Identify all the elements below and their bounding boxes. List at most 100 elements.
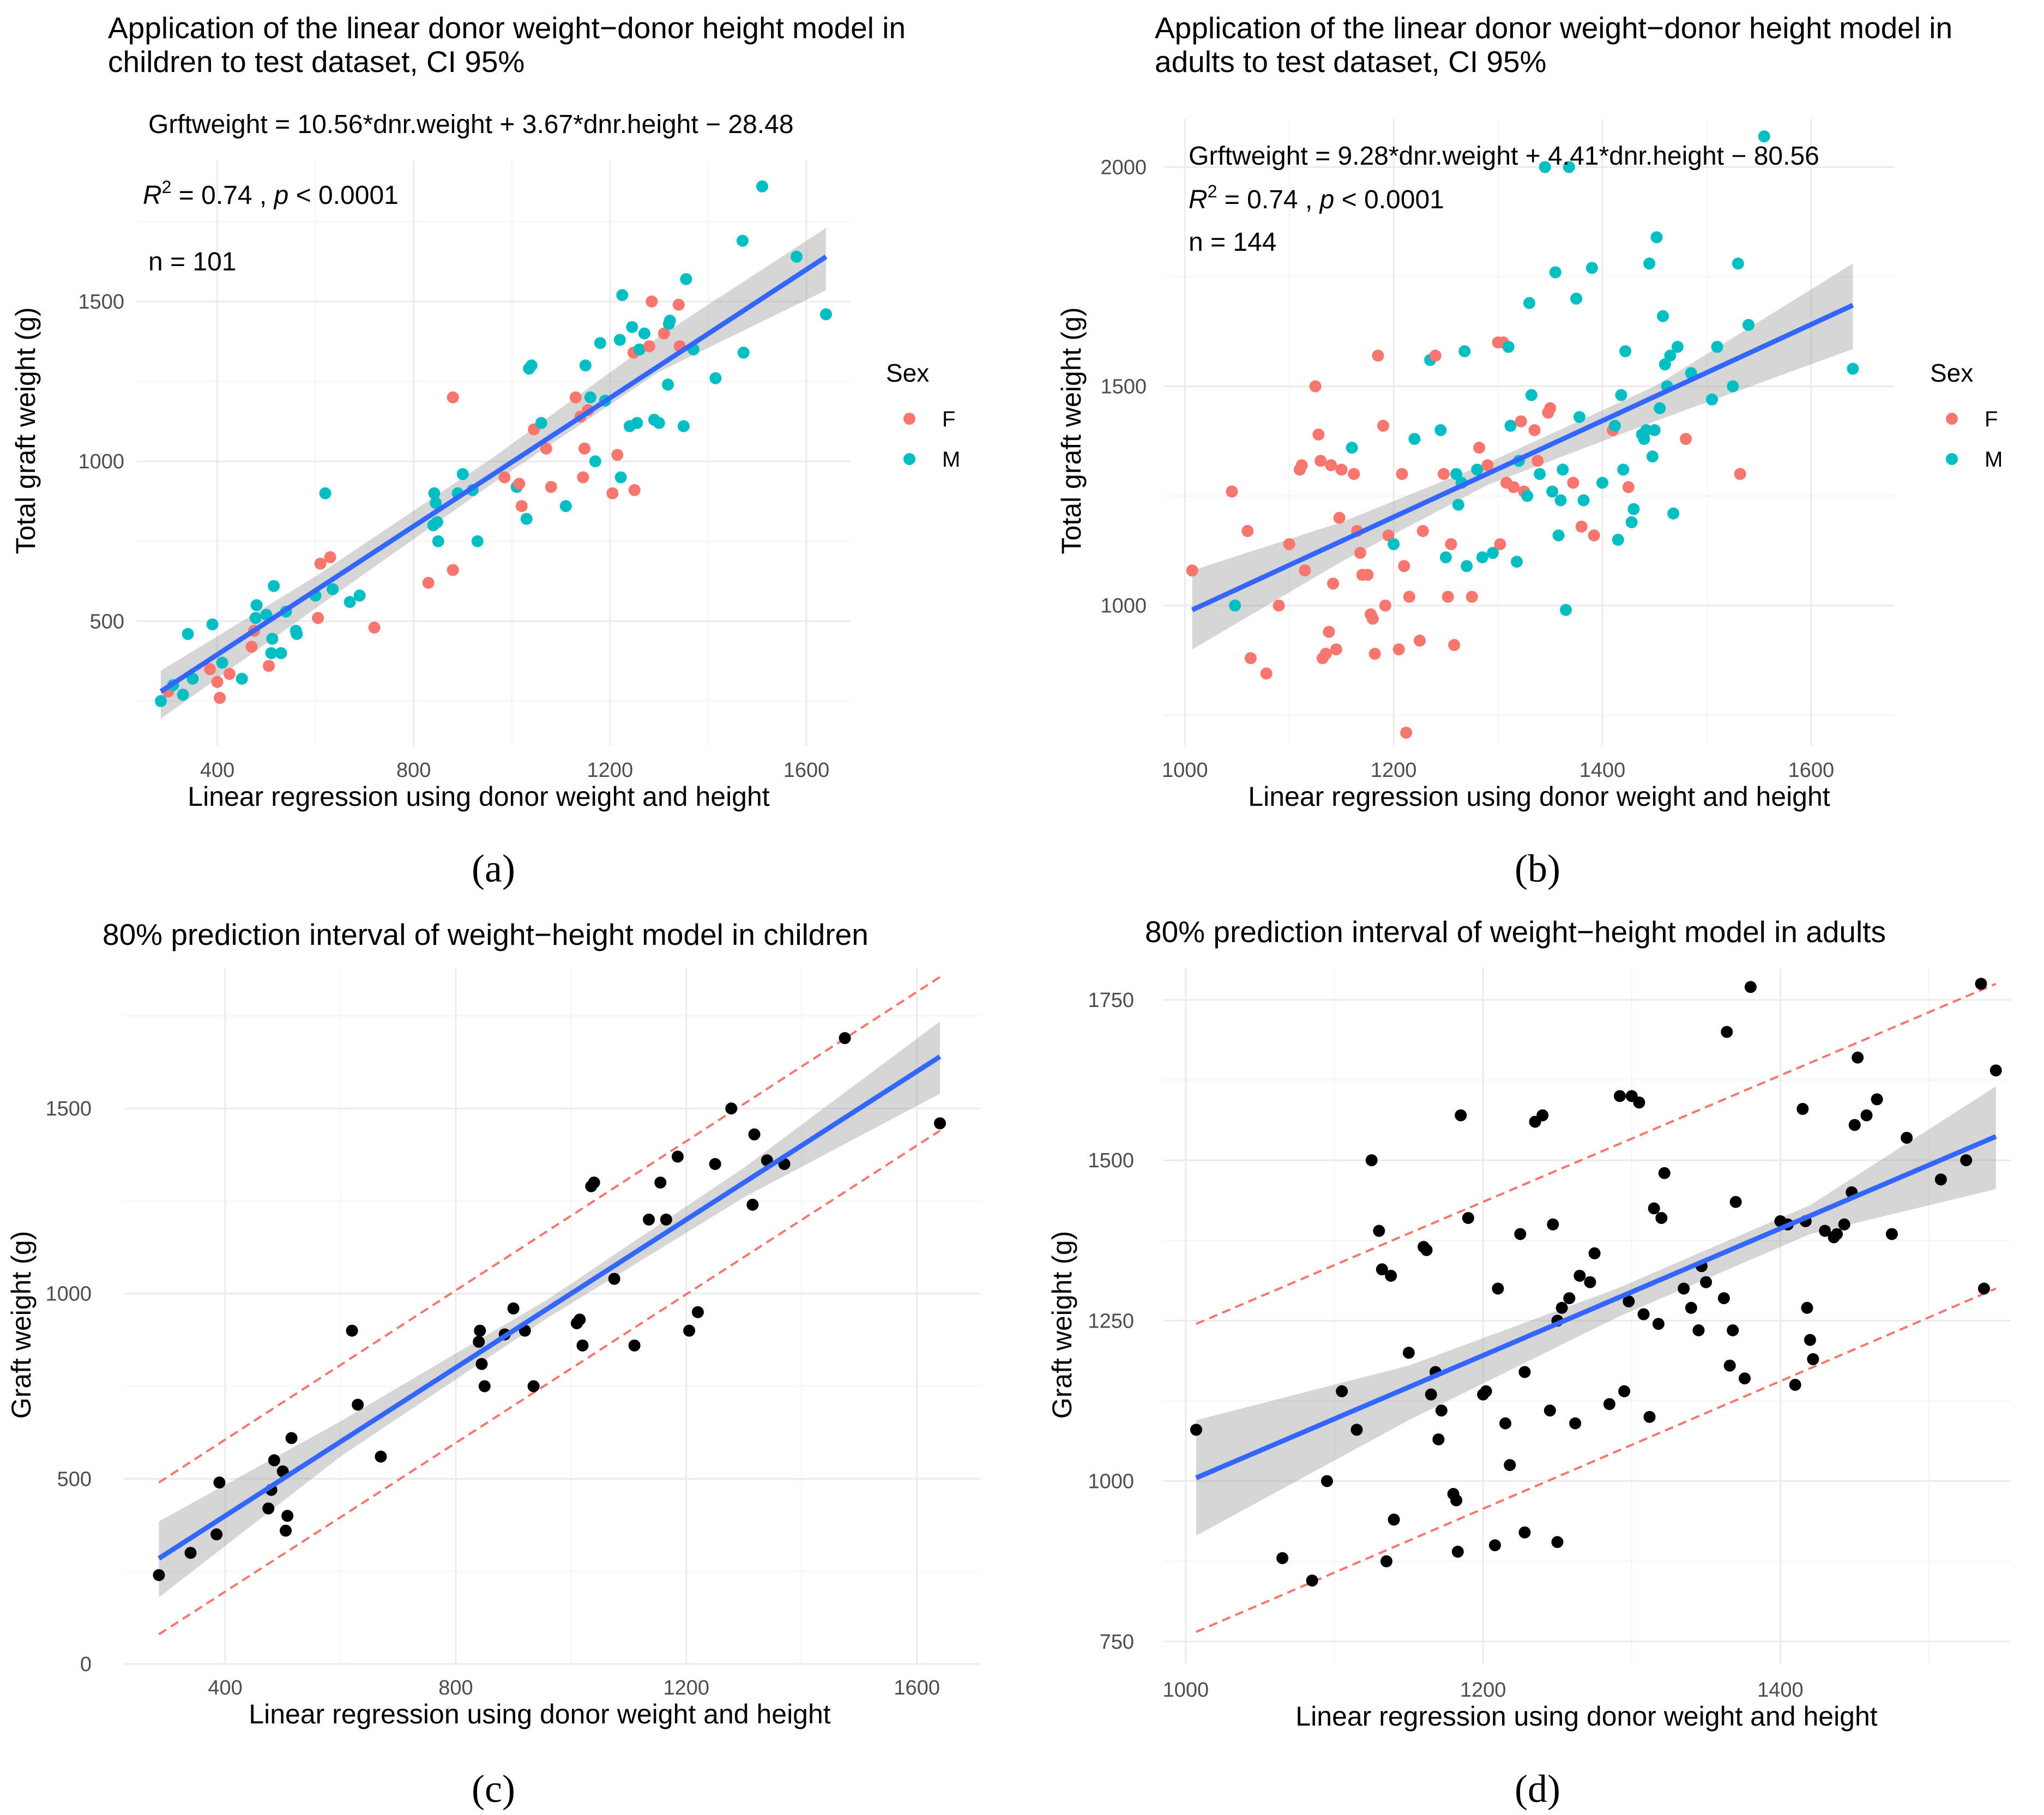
panel-b-data-point xyxy=(1532,455,1544,467)
panel-b-data-point xyxy=(1664,349,1677,362)
panel-a-title-line-2: children to test dataset, CI 95% xyxy=(108,45,524,79)
panel-a-data-point xyxy=(606,487,619,499)
panel-c-data-point xyxy=(210,1528,223,1541)
panel-c-data-point xyxy=(153,1569,165,1581)
panel-d-data-point xyxy=(1652,1318,1665,1330)
panel-a-data-point xyxy=(216,656,228,669)
panel-b-data-point xyxy=(1241,524,1254,537)
panel-b-legend-label-m: M xyxy=(1985,448,2003,472)
panel-b-x-tick-label: 1600 xyxy=(1788,759,1835,782)
panel-d-data-point xyxy=(1960,1154,1973,1167)
panel-b-data-point xyxy=(1346,442,1358,454)
panel-d-data-point xyxy=(1555,1301,1568,1314)
panel-c-data-point xyxy=(527,1380,540,1392)
panel-b-data-point xyxy=(1366,612,1379,625)
panel-d-data-point xyxy=(1796,1102,1809,1115)
panel-a-data-point xyxy=(589,455,601,468)
panel-d-y-tick-label: 1500 xyxy=(1088,1149,1134,1172)
panel-b-data-point xyxy=(1379,599,1391,612)
panel-a-r2-superscript: 2 xyxy=(162,177,172,197)
panel-a-data-point xyxy=(204,663,216,676)
panel-b-x-axis-title: Linear regression using donor weight and… xyxy=(1248,781,1830,812)
panel-b-p-value: < 0.0001 xyxy=(1334,185,1444,214)
panel-b-data-point xyxy=(1372,349,1384,362)
panel-b-plot-area xyxy=(1164,119,1895,746)
panel-c-data-point xyxy=(507,1302,520,1314)
panel-c-data-point xyxy=(588,1176,600,1189)
panel-d-title: 80% prediction interval of weight−height… xyxy=(1145,915,1886,949)
panel-a-data-point xyxy=(275,647,287,659)
panel-b-data-point xyxy=(1487,547,1499,559)
panel-b-data-point xyxy=(1244,652,1257,665)
panel-b-data-point xyxy=(1727,380,1739,393)
panel-b: Application of the linear donor weight−d… xyxy=(1056,11,2003,890)
panel-b-data-point xyxy=(1354,547,1366,559)
panel-a-data-point xyxy=(314,557,327,570)
panel-b-r2-symbol: R xyxy=(1189,185,1208,214)
panel-b-data-point xyxy=(1511,556,1523,568)
panel-a-data-point xyxy=(628,484,641,496)
panel-b-data-point xyxy=(1333,511,1346,524)
panel-c-y-axis-title: Graft weight (g) xyxy=(6,1231,37,1419)
panel-b-data-point xyxy=(1734,468,1746,480)
panel-b-data-point xyxy=(1295,459,1308,472)
panel-c-data-point xyxy=(660,1213,672,1226)
panel-a-data-point xyxy=(672,298,685,311)
panel-b-r2-annotation: R2 = 0.74 , p < 0.0001 xyxy=(1189,182,1444,214)
panel-a-plot-area xyxy=(136,161,851,746)
panel-d-confidence-band xyxy=(1196,1086,1996,1536)
panel-a-data-point xyxy=(236,672,248,685)
panel-d-data-point xyxy=(1518,1526,1531,1539)
panel-b-data-point xyxy=(1388,538,1400,551)
panel-d-data-point xyxy=(1588,1247,1601,1259)
panel-d-data-point xyxy=(1462,1212,1474,1225)
panel-a-data-point xyxy=(515,500,528,512)
panel-b-data-point xyxy=(1659,358,1671,371)
panel-a-data-point xyxy=(680,273,692,285)
panel-c-data-point xyxy=(281,1510,294,1522)
panel-b-data-point xyxy=(1557,463,1569,476)
panel-a-data-point xyxy=(428,487,441,499)
panel-d-data-point xyxy=(1860,1109,1873,1121)
panel-b-data-point xyxy=(1596,477,1608,489)
panel-a-data-point xyxy=(662,378,674,391)
panel-a-data-point xyxy=(677,420,690,432)
panel-c-data-point xyxy=(375,1450,387,1463)
panel-c-data-point xyxy=(748,1128,761,1141)
panel-a-data-point xyxy=(177,689,189,701)
panel-b-data-point xyxy=(1515,415,1527,427)
panel-b-data-point xyxy=(1309,380,1322,393)
panel-b-data-point xyxy=(1680,433,1692,445)
panel-d-data-point xyxy=(1492,1282,1504,1295)
panel-c-data-point xyxy=(346,1324,358,1337)
panel-d-data-point xyxy=(1455,1109,1467,1121)
panel-b-title-line-2: adults to test dataset, CI 95% xyxy=(1155,45,1546,79)
panel-d-data-point xyxy=(1989,1064,2002,1077)
panel-a-data-point xyxy=(569,391,582,403)
panel-b-data-point xyxy=(1283,538,1295,551)
panel-b-data-point xyxy=(1315,455,1327,467)
panel-a-legend-key-f xyxy=(903,413,915,425)
panel-a-data-point xyxy=(343,596,356,608)
panel-d-data-point xyxy=(1801,1301,1813,1314)
panel-a-data-point xyxy=(186,672,199,685)
panel-b-data-point xyxy=(1299,564,1311,577)
panel-d-data-point xyxy=(1420,1244,1433,1256)
panel-b-data-point xyxy=(1502,341,1515,353)
panel-a-data-point xyxy=(736,234,749,247)
panel-d-data-point xyxy=(1934,1173,1947,1186)
panel-c-data-point xyxy=(683,1324,696,1337)
panel-d-data-point xyxy=(1838,1218,1850,1231)
panel-d-data-point xyxy=(1435,1404,1448,1417)
panel-b-data-point xyxy=(1612,534,1624,546)
panel-b-data-point xyxy=(1434,424,1447,436)
panel-a-data-point xyxy=(643,340,655,353)
panel-c-data-point xyxy=(352,1398,364,1411)
panel-d-data-point xyxy=(1190,1424,1202,1436)
panel-b-data-point xyxy=(1312,429,1325,441)
panel-a-n-annotation: n = 101 xyxy=(148,248,236,276)
panel-a-data-point xyxy=(268,580,280,592)
panel-b-data-point xyxy=(1549,266,1561,279)
panel-a-data-point xyxy=(182,628,194,640)
panel-b-data-point xyxy=(1552,529,1565,541)
